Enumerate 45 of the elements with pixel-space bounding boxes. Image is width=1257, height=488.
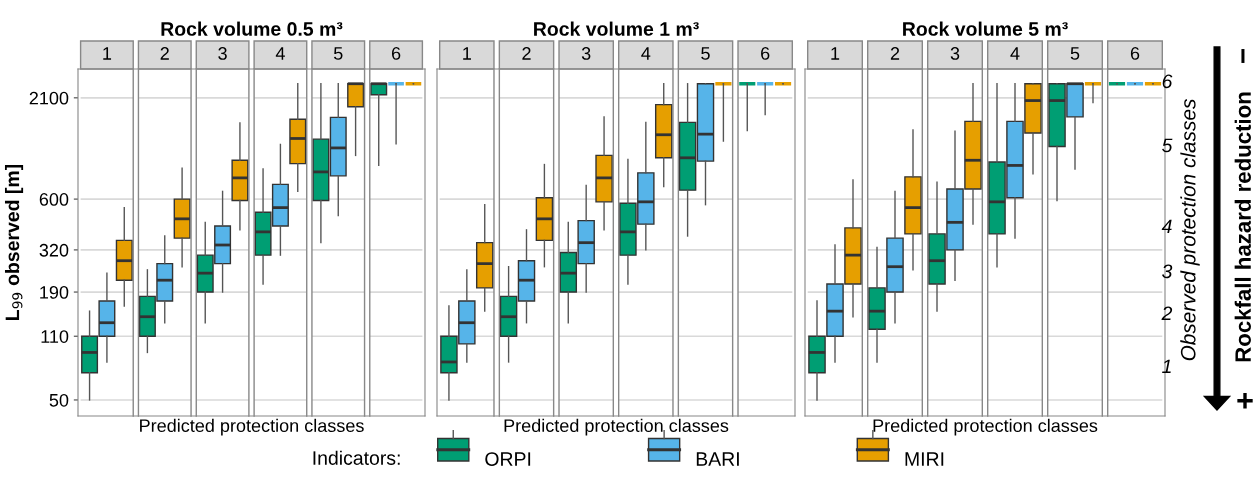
- x-tick-label: 1: [103, 47, 112, 60]
- x-tick-label: 5: [701, 47, 710, 60]
- x-tick-label: 1: [463, 47, 471, 60]
- text: Rockfall hazard reduction: [1234, 92, 1251, 362]
- x-tick-label: 3: [950, 47, 960, 60]
- legend-label: ORPI: [485, 452, 531, 466]
- legend-label: MIRI: [905, 452, 944, 466]
- annotation: 6: [1162, 74, 1173, 89]
- x-tick-label: 4: [1010, 47, 1020, 60]
- y-tick-label: 2100: [29, 91, 69, 105]
- annotation: 2: [1161, 306, 1173, 321]
- text: −: [1241, 49, 1245, 63]
- x-tick-label: 2: [890, 47, 900, 60]
- y-axis-title: L$_{99}$ observed [m]: [4, 164, 24, 320]
- x-tick-label: 6: [1130, 47, 1140, 60]
- y-tick-label: 600: [39, 193, 69, 206]
- text: Observed protection classes: [1180, 98, 1200, 361]
- x-tick-label: 5: [1070, 47, 1080, 60]
- x-tick-label: 3: [581, 47, 591, 60]
- chart-title: Rock volume 0.5 m³: [161, 21, 343, 36]
- x-tick-label: 4: [275, 47, 285, 60]
- annotation: 5: [1162, 138, 1173, 153]
- legend-label: BARI: [696, 452, 739, 466]
- chart-title: Rock volume 5 m³: [903, 21, 1068, 36]
- x-tick-label: 2: [160, 47, 169, 60]
- annotation: 4: [1161, 219, 1172, 234]
- x-tick-label: 4: [641, 47, 651, 60]
- annotation: 3: [1162, 264, 1173, 279]
- y-tick-label: 190: [40, 285, 69, 299]
- x-tick-label: 3: [218, 47, 227, 60]
- annotation: 1: [1162, 359, 1171, 374]
- chart-title: Rock volume 1 m³: [534, 21, 699, 36]
- y-tick-label: 320: [39, 243, 69, 257]
- x-axis-title: Predicted protection classes: [873, 418, 1098, 436]
- y-tick-label: 110: [41, 330, 69, 343]
- y-tick-label: 50: [49, 393, 69, 407]
- x-tick-label: 6: [761, 47, 770, 60]
- x-tick-label: 5: [333, 47, 343, 60]
- x-axis-title: Predicted protection classes: [504, 418, 729, 436]
- x-tick-label: 1: [831, 47, 840, 60]
- legend-title: Indicators:: [313, 450, 400, 465]
- x-tick-label: 6: [391, 47, 401, 60]
- x-axis-title: Predicted protection classes: [140, 418, 364, 436]
- text: +: [1237, 392, 1253, 409]
- x-tick-label: 2: [522, 47, 531, 60]
